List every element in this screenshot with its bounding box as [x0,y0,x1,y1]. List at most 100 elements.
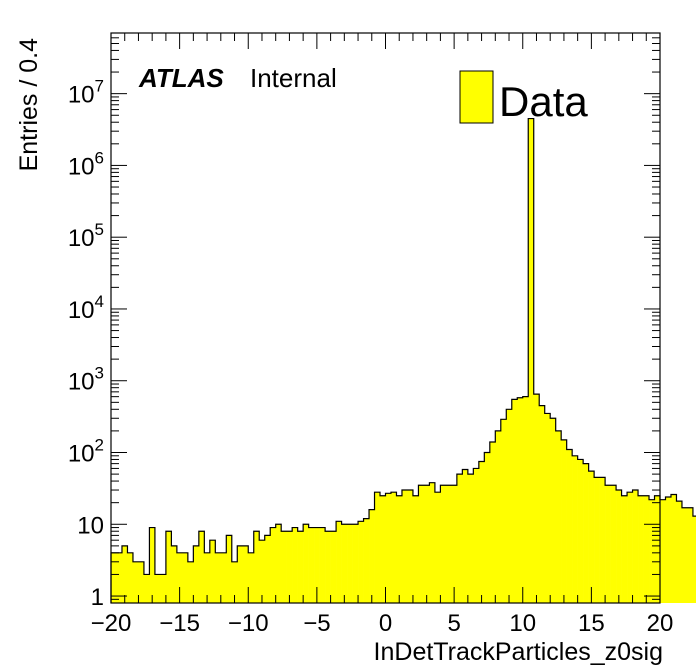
histogram-bin [418,485,425,603]
histogram-bin [594,477,600,603]
histogram-bin [462,469,469,603]
x-tick-label: 20 [647,610,674,637]
histogram-bin [121,545,128,603]
histogram-bin [358,521,364,603]
histogram-bars [110,117,696,604]
histogram-bin [165,531,172,603]
histogram-bin [242,545,249,603]
legend-entry-data: Data [499,78,588,125]
histogram-bin [259,540,266,603]
histogram-bin [692,516,696,603]
histogram-bin [171,545,178,603]
histogram-bin [132,561,139,603]
y-tick-label: 107 [68,77,104,109]
histogram-bin [264,535,271,603]
histogram-bin [588,471,595,603]
legend-swatch [459,70,494,124]
histogram-bin [143,574,150,603]
histogram-bin [237,545,244,603]
histogram-bin [154,574,161,603]
histogram-bin [198,531,205,603]
histogram-bin [352,524,359,603]
histogram-bin [660,499,666,603]
histogram-bin [341,524,348,603]
x-tick-label: −15 [159,610,200,637]
histogram-bin [149,527,156,603]
histogram-bin [445,485,452,603]
histogram-bin [627,492,633,603]
histogram-bin [281,531,287,603]
atlas-label: ATLAS [138,63,224,93]
histogram-bin [363,518,370,603]
histogram-bin [336,521,342,603]
x-tick-label: 10 [509,610,536,637]
y-tick-label: 103 [68,364,104,396]
histogram-bin [385,493,392,603]
histogram-bin [116,552,123,603]
histogram-bin [204,552,211,603]
histogram-bin [111,552,117,603]
histogram-bin [670,494,677,603]
histogram-bin [478,461,485,603]
y-tick-label: 1 [91,584,104,611]
y-axis-title: Entries / 0.4 [15,38,43,171]
histogram-bin [347,524,353,603]
histogram-bin [429,482,436,603]
internal-label: Internal [250,63,337,93]
histogram-bin [561,439,567,603]
histogram-bin [330,531,337,603]
histogram-bin [572,455,578,603]
histogram-bin [275,524,282,603]
histogram-bin [566,449,573,603]
histogram-bin [522,396,529,603]
histogram-bin [643,495,650,603]
histogram-bin [253,531,260,603]
histogram-bin [605,485,611,603]
histogram-bin [676,501,683,603]
histogram-bin [303,524,309,603]
x-tick-label: −20 [91,610,132,637]
histogram-bin [467,474,474,603]
y-tick-label: 10 [77,512,104,539]
histogram-bin [577,459,584,603]
histogram-bin [231,561,238,603]
histogram-bin [489,442,496,603]
histogram-bin [511,399,518,603]
histogram-bin [182,552,189,603]
histogram-bin [506,409,513,603]
histogram-bin [528,118,535,604]
histogram-bin [544,413,551,603]
histogram-bin [390,492,397,603]
histogram-bin [500,419,507,603]
histogram-bin [226,535,233,603]
histogram-bin [440,485,447,603]
histogram-bin [533,394,540,603]
y-tick-labels: 1 10 102 103 104 105 106 107 [68,77,104,611]
histogram-bin [187,561,194,603]
histogram-bin [270,527,276,603]
histogram-bin [687,507,694,603]
histogram-bin [423,485,430,603]
histogram-bin [434,492,441,603]
histogram-bin [308,527,315,603]
x-tick-label: −10 [228,610,269,637]
axis-ticks [110,32,661,604]
histogram-bin [193,545,200,603]
histogram-bin [555,430,562,603]
histogram-bin [369,509,375,603]
histogram-bin [160,574,167,603]
histogram-bin [681,507,688,603]
histogram-bin [176,552,183,603]
histogram-bin [550,418,556,603]
histogram-bin [138,561,145,603]
histogram-bin [374,492,381,603]
histogram-bin [412,495,419,603]
legend: Data [459,70,588,125]
histogram-bin [248,552,255,603]
histogram-bin [649,499,655,603]
histogram-bin [473,468,480,603]
x-axis-title: InDetTrackParticles_z0sig [374,638,663,666]
histogram-bin [665,496,672,603]
histogram-bin [209,540,216,603]
